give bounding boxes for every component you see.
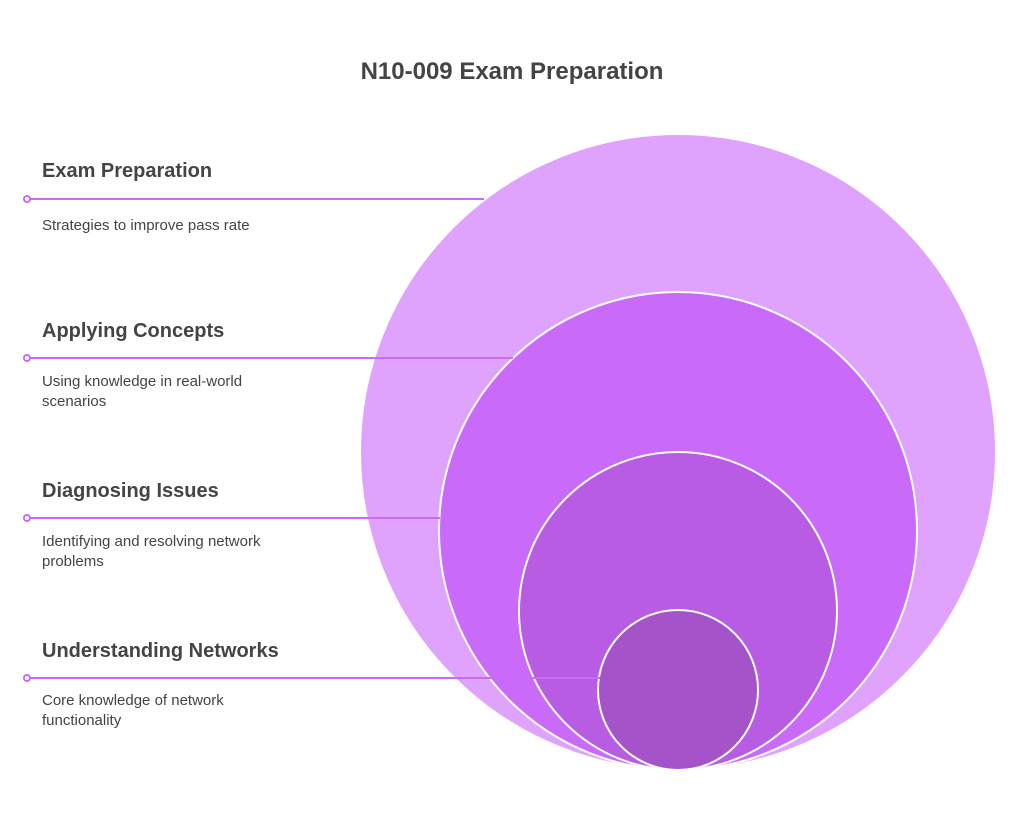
heading: Diagnosing Issues [42, 480, 219, 502]
connector-dot [23, 195, 31, 203]
title: N10-009 Exam Preparation [360, 58, 664, 85]
description: Strategies to improve pass rate [42, 217, 250, 234]
description: Core knowledge of network functionality [42, 692, 224, 729]
heading: Understanding Networks [42, 640, 279, 662]
heading: Applying Concepts [42, 320, 225, 342]
description: Identifying and resolving network proble… [42, 533, 261, 570]
circle-inner [597, 609, 759, 771]
connector-dot [23, 674, 31, 682]
description: Using knowledge in real-world scenarios [42, 373, 243, 410]
connector-dot [23, 354, 31, 362]
connector-dot [23, 514, 31, 522]
heading: Exam Preparation [42, 160, 213, 182]
